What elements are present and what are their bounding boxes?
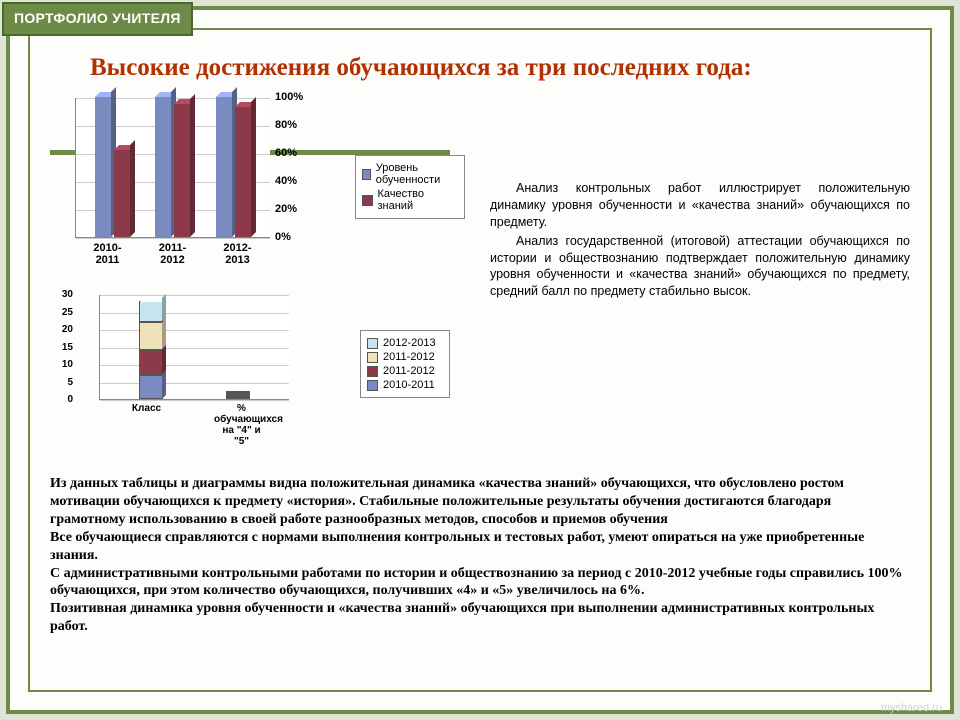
bottom-p1: Из данных таблицы и диаграммы видна поло… [50, 475, 910, 529]
analysis-p2: Анализ государственной (итоговой) аттест… [490, 233, 910, 301]
chart-2-stack [139, 301, 163, 399]
bottom-p3: С административными контрольными работам… [50, 565, 910, 601]
chart-1-group [95, 97, 130, 237]
chart-2: 051015202530 Класс% обучающихся на "4" и… [75, 295, 375, 460]
chart-2-legend: 2012-20132011-20122011-20122010-2011 [360, 330, 450, 398]
chart-2-stack [226, 391, 250, 399]
bottom-p2: Все обучающиеся справляются с нормами вы… [50, 529, 910, 565]
portfolio-badge-label: ПОРТФОЛИО УЧИТЕЛЯ [14, 10, 181, 26]
bottom-p4: Позитивная динамика уровня обученности и… [50, 600, 910, 636]
page-title: Высокие достижения обучающихся за три по… [90, 54, 900, 82]
chart-1-group [155, 97, 190, 237]
bottom-text: Из данных таблицы и диаграммы видна поло… [50, 475, 910, 636]
chart-1-group [216, 97, 251, 237]
portfolio-badge: ПОРТФОЛИО УЧИТЕЛЯ [2, 2, 193, 36]
chart-1-plot [75, 98, 270, 238]
chart-1: 0%20%40%60%80%100% 2010- 20112011- 20122… [75, 98, 375, 278]
analysis-p1: Анализ контрольных работ иллюстрирует по… [490, 180, 910, 231]
chart-2-x-axis: Класс% обучающихся на "4" и "5" [99, 403, 289, 447]
analysis-text: Анализ контрольных работ иллюстрирует по… [490, 180, 910, 302]
chart-2-plot [99, 295, 289, 400]
chart-1-x-axis: 2010- 20112011- 20122012- 2013 [75, 242, 270, 266]
chart-1-legend: Уровень обученностиКачество знаний [355, 155, 465, 219]
watermark: myshared.ru [881, 702, 942, 714]
